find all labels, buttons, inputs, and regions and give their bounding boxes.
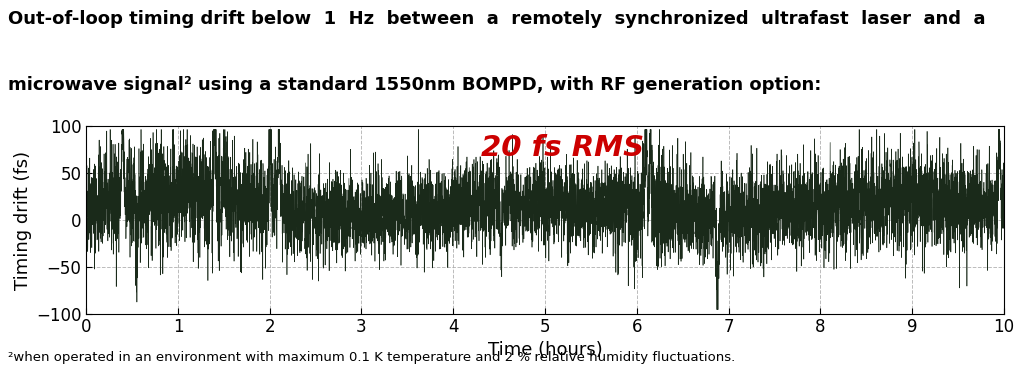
Text: ²when operated in an environment with maximum 0.1 K temperature and 2 % relative: ²when operated in an environment with ma… xyxy=(8,351,735,364)
Y-axis label: Timing drift (fs): Timing drift (fs) xyxy=(13,150,31,290)
Text: microwave signal² using a standard 1550nm BOMPD, with RF generation option:: microwave signal² using a standard 1550n… xyxy=(8,76,821,94)
Text: 20 fs RMS: 20 fs RMS xyxy=(481,134,644,162)
X-axis label: Time (hours): Time (hours) xyxy=(488,341,602,359)
Text: Out-of-loop timing drift below  1  Hz  between  a  remotely  synchronized  ultra: Out-of-loop timing drift below 1 Hz betw… xyxy=(8,10,986,27)
